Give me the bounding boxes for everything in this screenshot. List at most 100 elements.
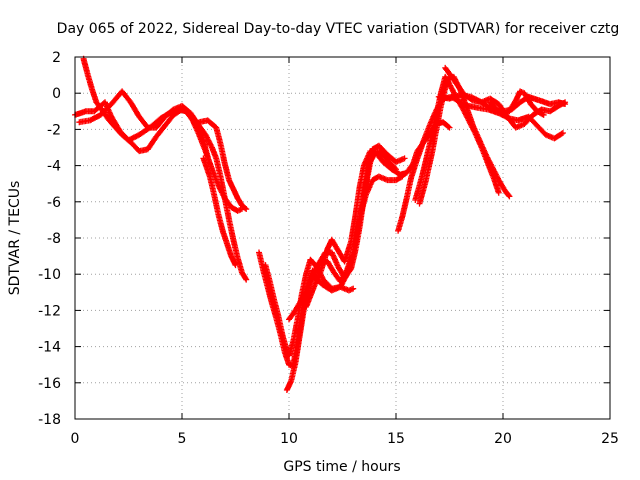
data-point: [350, 285, 357, 292]
marker-segment: [80, 55, 91, 77]
marker-segment: [343, 250, 356, 274]
data-point: [204, 153, 211, 160]
marker-segment: [286, 361, 295, 369]
marker-segment: [290, 318, 301, 345]
y-tick-label: 2: [52, 50, 61, 66]
marker-segment: [352, 185, 363, 220]
y-tick-label: -2: [47, 122, 61, 138]
marker-segment: [547, 103, 561, 115]
marker-segment: [420, 131, 433, 146]
marker-segment: [97, 102, 114, 118]
marker-segment: [127, 139, 142, 153]
series-arc-9: [286, 149, 378, 323]
marker-segment: [292, 297, 304, 314]
marker-segment: [161, 107, 176, 120]
x-tick-label: 5: [178, 431, 187, 447]
marker-segment: [144, 134, 159, 153]
marker-segment: [521, 113, 535, 127]
marker-segment: [161, 113, 176, 129]
marker-segment: [87, 112, 103, 124]
marker-segment: [153, 124, 167, 140]
data-point: [495, 189, 502, 196]
marker-segment: [324, 258, 337, 274]
series-arc-15: [442, 64, 569, 131]
marker-segment: [375, 148, 390, 162]
marker-segment: [412, 184, 423, 203]
data-point: [506, 193, 513, 200]
marker-segment: [204, 117, 219, 130]
data-point: [401, 155, 408, 162]
data-point: [243, 276, 250, 283]
marker-segment: [76, 117, 92, 126]
marker-segment: [286, 339, 296, 359]
marker-segment: [234, 254, 245, 274]
x-tick-label: 20: [494, 431, 512, 447]
marker-segment: [354, 205, 365, 234]
marker-segment: [119, 88, 133, 104]
marker-segment: [448, 73, 461, 88]
marker-segment: [260, 267, 271, 289]
marker-segment: [305, 269, 317, 289]
marker-segment: [213, 155, 224, 178]
data-point: [243, 206, 250, 213]
marker-segment: [380, 159, 394, 172]
marker-segment: [311, 269, 324, 289]
chart-title: Day 065 of 2022, Sidereal Day-to-day VTE…: [57, 21, 620, 37]
x-tick-label: 10: [280, 431, 298, 447]
marker-segment: [217, 140, 228, 166]
marker-segment: [416, 178, 429, 207]
y-tick-label: 0: [52, 86, 61, 102]
marker-segment: [238, 202, 249, 212]
marker-segment: [527, 101, 540, 114]
data-marks: [72, 55, 569, 393]
marker-segment: [226, 177, 236, 191]
marker-segment: [360, 149, 373, 169]
marker-segment: [420, 149, 431, 173]
x-tick-labels: 0 5 10 15 20 25: [71, 431, 619, 447]
marker-segment: [414, 140, 426, 155]
marker-segment: [217, 173, 228, 200]
marker-segment: [279, 332, 290, 352]
series-arc-5: [200, 155, 239, 269]
marker-segment: [395, 214, 405, 234]
marker-segment: [356, 164, 367, 191]
marker-segment: [495, 177, 508, 193]
y-tick-label: -10: [38, 267, 61, 283]
x-tick-label: 25: [601, 431, 619, 447]
marker-segment: [455, 83, 467, 97]
marker-segment: [375, 142, 390, 157]
marker-segment: [153, 114, 167, 131]
series-arc-17: [371, 119, 453, 178]
marker-segment: [403, 162, 416, 176]
marker-segment: [211, 191, 222, 216]
y-tick-label: -16: [38, 376, 61, 392]
marker-segment: [234, 206, 244, 214]
axis-ticks: [74, 56, 611, 420]
data-point: [559, 130, 566, 137]
grid-lines: [75, 57, 610, 419]
marker-segment: [226, 216, 236, 242]
marker-segment: [463, 104, 476, 128]
marker-segment: [337, 268, 349, 285]
marker-segment: [200, 155, 213, 179]
marker-segment: [536, 97, 552, 107]
data-point: [540, 111, 547, 118]
marker-segment: [384, 157, 398, 172]
marker-segment: [202, 131, 215, 150]
marker-segment: [500, 109, 512, 118]
series-arc-2: [80, 55, 211, 160]
marker-segment: [262, 262, 273, 283]
marker-segment: [200, 137, 211, 159]
marker-segment: [112, 124, 125, 137]
x-tick-label: 15: [387, 431, 405, 447]
y-tick-label: -8: [47, 231, 61, 247]
marker-segment: [423, 149, 435, 184]
marker-segment: [534, 108, 546, 118]
marker-segment: [371, 148, 386, 164]
marker-segment: [213, 124, 224, 146]
marker-segment: [119, 131, 133, 145]
marker-segment: [84, 72, 95, 92]
marker-segment: [230, 236, 241, 260]
marker-segment: [489, 164, 501, 182]
y-tick-labels: -18 -16 -14 -12 -10 -8 -6 -4 -2 0 2: [38, 50, 61, 428]
